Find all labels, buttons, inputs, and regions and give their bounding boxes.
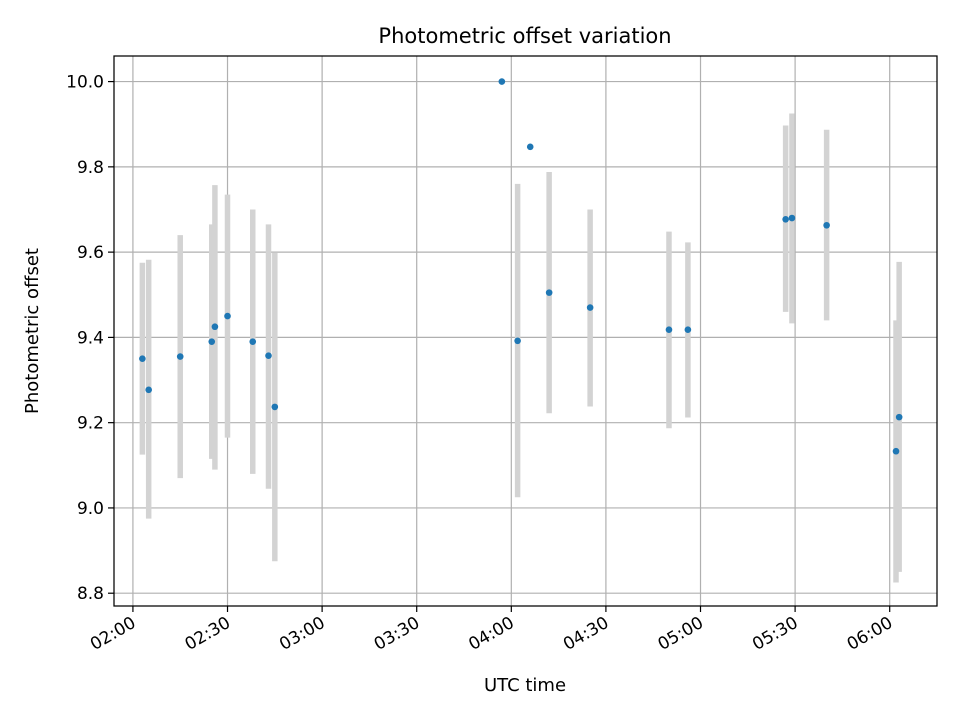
data-point xyxy=(545,289,553,296)
data-point xyxy=(788,214,796,222)
data-point xyxy=(145,386,152,394)
y-tick-label: 9.8 xyxy=(77,158,104,178)
data-point xyxy=(895,413,903,421)
data-point xyxy=(139,355,146,363)
data-point xyxy=(665,326,673,334)
data-point xyxy=(526,143,534,151)
y-tick-label: 8.8 xyxy=(77,584,104,604)
grid xyxy=(114,56,937,606)
data-point xyxy=(224,312,231,320)
plot-frame xyxy=(113,55,938,607)
data-point xyxy=(684,326,692,334)
y-axis: 8.8 9.0 9.2 9.4 9.6 9.8 10.0 xyxy=(66,73,114,604)
data-points xyxy=(139,78,903,455)
data-point xyxy=(823,221,830,229)
data-point xyxy=(265,352,272,360)
data-point xyxy=(249,338,257,345)
y-tick-label: 10.0 xyxy=(66,73,104,93)
data-point xyxy=(782,215,789,223)
y-tick-label: 9.0 xyxy=(77,499,104,519)
y-tick-label: 9.2 xyxy=(77,414,104,434)
data-point xyxy=(498,78,506,85)
y-axis-label: Photometric offset xyxy=(22,248,43,414)
data-point xyxy=(514,337,521,345)
data-point xyxy=(211,323,219,331)
data-point xyxy=(586,304,594,311)
y-tick-label: 9.4 xyxy=(77,328,104,348)
data-point xyxy=(208,338,216,345)
y-tick-label: 9.6 xyxy=(77,243,104,263)
data-point xyxy=(176,353,184,360)
x-axis-label: UTC time xyxy=(484,675,566,696)
data-point xyxy=(892,447,900,455)
chart-title: Photometric offset variation xyxy=(378,24,671,48)
data-point xyxy=(271,403,279,411)
